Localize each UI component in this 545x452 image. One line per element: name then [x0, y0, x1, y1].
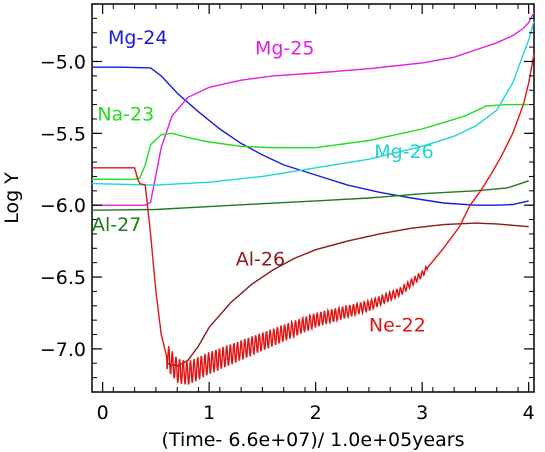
- series-label-na-23: Na-23: [97, 103, 154, 125]
- x-tick-label: 3: [416, 402, 428, 424]
- series-label-mg-25: Mg-25: [255, 37, 315, 59]
- y-tick-label: −5.0: [40, 51, 86, 73]
- series-line-na-23: [92, 103, 529, 180]
- series-label-al-26: Al-26: [236, 249, 285, 271]
- series-line-al-27: [91, 180, 529, 211]
- series-label-ne-22: Ne-22: [369, 315, 426, 337]
- series-layer: [91, 12, 535, 386]
- series-label-mg-24: Mg-24: [108, 27, 168, 49]
- x-tick-label: 4: [523, 402, 535, 424]
- y-tick-label: −7.0: [40, 339, 86, 361]
- series-line-mg-26: [91, 21, 535, 186]
- y-tick-label: −6.0: [40, 195, 86, 217]
- series-line-ne-22: [92, 54, 535, 386]
- ticks-layer: 0 1 2 3 4 −5.0 −5.5 −6.0 −6.5 −7.0: [40, 3, 535, 424]
- x-axis-title: (Time- 6.6e+07)/ 1.0e+05years: [162, 429, 465, 451]
- x-tick-label: 0: [97, 402, 109, 424]
- y-axis-title: Log Y: [1, 172, 23, 224]
- plot-frame: [91, 3, 535, 393]
- plot-border: [91, 3, 535, 393]
- series-line-al-26: [166, 222, 529, 367]
- series-label-al-27: Al-27: [92, 214, 141, 236]
- series-line-mg-25: [92, 12, 535, 206]
- y-tick-label: −5.5: [40, 123, 86, 145]
- series-line-mg-24: [92, 66, 529, 206]
- x-tick-label: 2: [310, 402, 322, 424]
- x-tick-label: 1: [203, 402, 215, 424]
- series-labels: Mg-24 Mg-25 Na-23 Mg-26 Al-27 Al-26 Ne-22: [92, 27, 434, 336]
- series-label-mg-26: Mg-26: [374, 141, 434, 163]
- y-tick-label: −6.5: [40, 267, 86, 289]
